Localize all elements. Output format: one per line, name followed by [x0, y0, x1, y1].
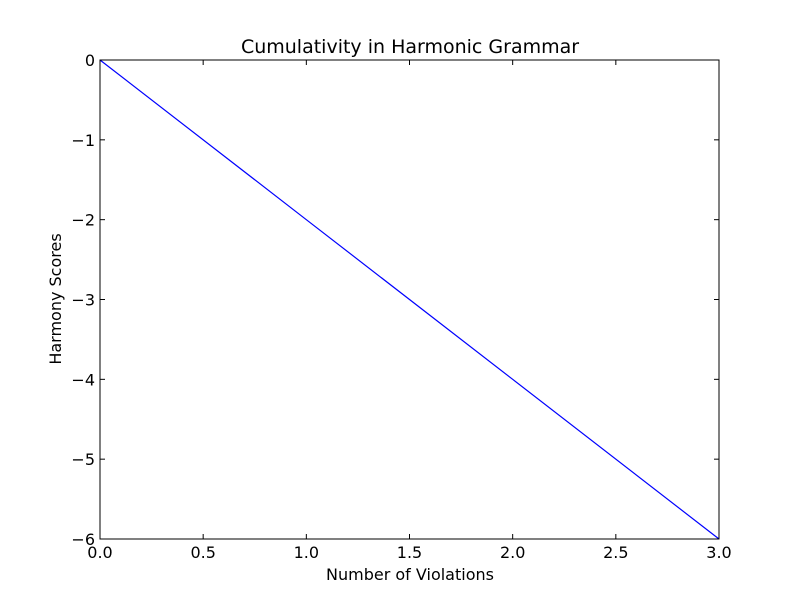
y-axis-label: Harmony Scores — [46, 233, 65, 364]
x-tick-label: 0.5 — [190, 543, 215, 562]
x-axis-label: Number of Violations — [326, 565, 494, 584]
y-tick-label: −1 — [71, 131, 95, 150]
x-tick-label: 1.5 — [397, 543, 422, 562]
series-line-0 — [99, 59, 720, 540]
x-tick-label: 1.0 — [294, 543, 319, 562]
y-tick-label: −4 — [71, 370, 95, 389]
y-tick-label: −2 — [71, 211, 95, 230]
x-tick-label: 2.0 — [500, 543, 525, 562]
chart-title: Cumulativity in Harmonic Grammar — [241, 36, 579, 58]
x-tick-label: 0.0 — [87, 543, 112, 562]
y-tick-label: −3 — [71, 291, 95, 310]
axis-ticks: 0.0 0.5 1.0 1.5 2.0 2.5 3.0 0 −1 −2 −3 −4 −5 −6 — [71, 51, 731, 562]
x-tick-label: 2.5 — [603, 543, 628, 562]
x-tick-label: 3.0 — [706, 543, 731, 562]
plot-area — [99, 59, 720, 540]
y-tick-label: −6 — [71, 530, 95, 549]
y-tick-label: −5 — [71, 450, 95, 469]
y-tick-label: 0 — [85, 51, 95, 70]
